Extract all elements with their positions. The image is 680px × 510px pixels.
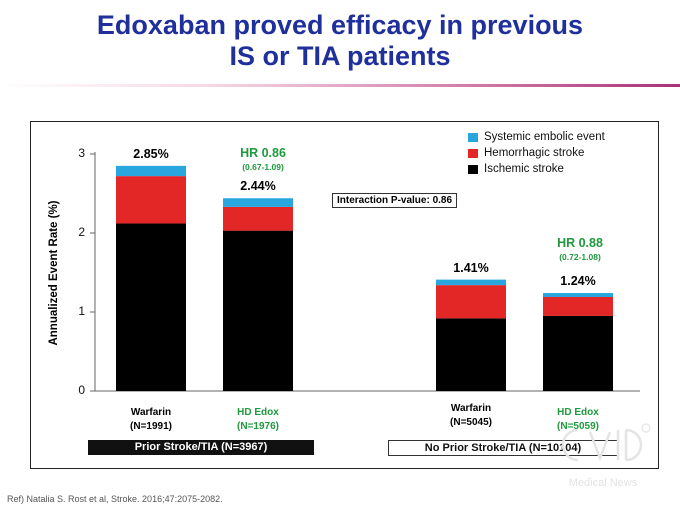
bar-total-label: 1.24% bbox=[560, 274, 596, 289]
bar-segment-ischemic-stroke bbox=[223, 230, 293, 391]
legend-swatch bbox=[468, 164, 478, 174]
bar-segment-systemic-embolic-event bbox=[543, 293, 613, 297]
legend-label: Hemorrhagic stroke bbox=[484, 147, 585, 159]
title-line-1: Edoxaban proved efficacy in previous bbox=[96, 10, 584, 40]
bar-segment-ischemic-stroke bbox=[116, 223, 186, 391]
y-tick-label: 0 bbox=[78, 383, 85, 397]
hr-value-prior: HR 0.86 bbox=[240, 146, 286, 160]
bar-segment-hemorrhagic-stroke bbox=[223, 206, 293, 231]
category-label: HD Edox (N=5059) bbox=[557, 407, 599, 432]
bar-segment-systemic-embolic-event bbox=[223, 198, 293, 207]
bar-segment-hemorrhagic-stroke bbox=[436, 285, 506, 319]
legend-label: Ischemic stroke bbox=[484, 163, 564, 175]
y-axis-label: Annualized Event Rate (%) bbox=[48, 200, 60, 346]
y-tick-label: 1 bbox=[78, 304, 85, 318]
legend-label: Systemic embolic event bbox=[484, 131, 605, 143]
category-label: Warfarin (N=1991) bbox=[130, 407, 172, 432]
hr-value-no-prior: HR 0.88 bbox=[557, 236, 603, 250]
legend-item: Systemic embolic event bbox=[468, 129, 605, 145]
watermark-logo bbox=[561, 423, 651, 462]
reference-citation: Ref) Natalia S. Rost et al, Stroke. 2016… bbox=[7, 494, 223, 504]
y-tick-label: 3 bbox=[78, 146, 85, 160]
legend-item: Hemorrhagic stroke bbox=[468, 145, 605, 161]
legend-item: Ischemic stroke bbox=[468, 161, 605, 177]
bar-segment-hemorrhagic-stroke bbox=[543, 296, 613, 316]
category-label: HD Edox (N=1976) bbox=[237, 407, 279, 432]
hr-label-prior: HR 0.86 (0.67-1.09) bbox=[218, 146, 308, 173]
hr-label-no-prior: HR 0.88 (0.72-1.08) bbox=[535, 236, 625, 263]
bar-segment-hemorrhagic-stroke bbox=[116, 176, 186, 224]
legend-swatch bbox=[468, 148, 478, 158]
group-label-prior-stroke: Prior Stroke/TIA (N=3967) bbox=[88, 440, 314, 455]
title-line-2: IS or TIA patients bbox=[229, 41, 451, 71]
legend-swatch bbox=[468, 132, 478, 142]
title-divider bbox=[0, 84, 680, 87]
slide-title: Edoxaban proved efficacy in previous IS … bbox=[0, 10, 680, 72]
bar-segment-systemic-embolic-event bbox=[436, 279, 506, 286]
hr-ci-no-prior: (0.72-1.08) bbox=[559, 252, 601, 262]
y-tick-label: 2 bbox=[78, 225, 85, 239]
bar-segment-ischemic-stroke bbox=[436, 318, 506, 391]
group-label-no-prior-stroke: No Prior Stroke/TIA (N=10104) bbox=[388, 440, 618, 456]
bar-total-label: 2.44% bbox=[240, 179, 276, 194]
watermark-text: Medical News bbox=[568, 477, 638, 489]
hr-ci-prior: (0.67-1.09) bbox=[242, 162, 284, 172]
bar-total-label: 2.85% bbox=[133, 146, 169, 161]
bar-total-label: 1.41% bbox=[453, 260, 489, 275]
chart-legend: Systemic embolic event Hemorrhagic stroke… bbox=[468, 129, 605, 177]
bar-segment-ischemic-stroke bbox=[543, 315, 613, 391]
bar-segment-systemic-embolic-event bbox=[116, 165, 186, 177]
category-label: Warfarin (N=5045) bbox=[450, 403, 492, 428]
interaction-p-value: Interaction P-value: 0.86 bbox=[332, 193, 458, 208]
